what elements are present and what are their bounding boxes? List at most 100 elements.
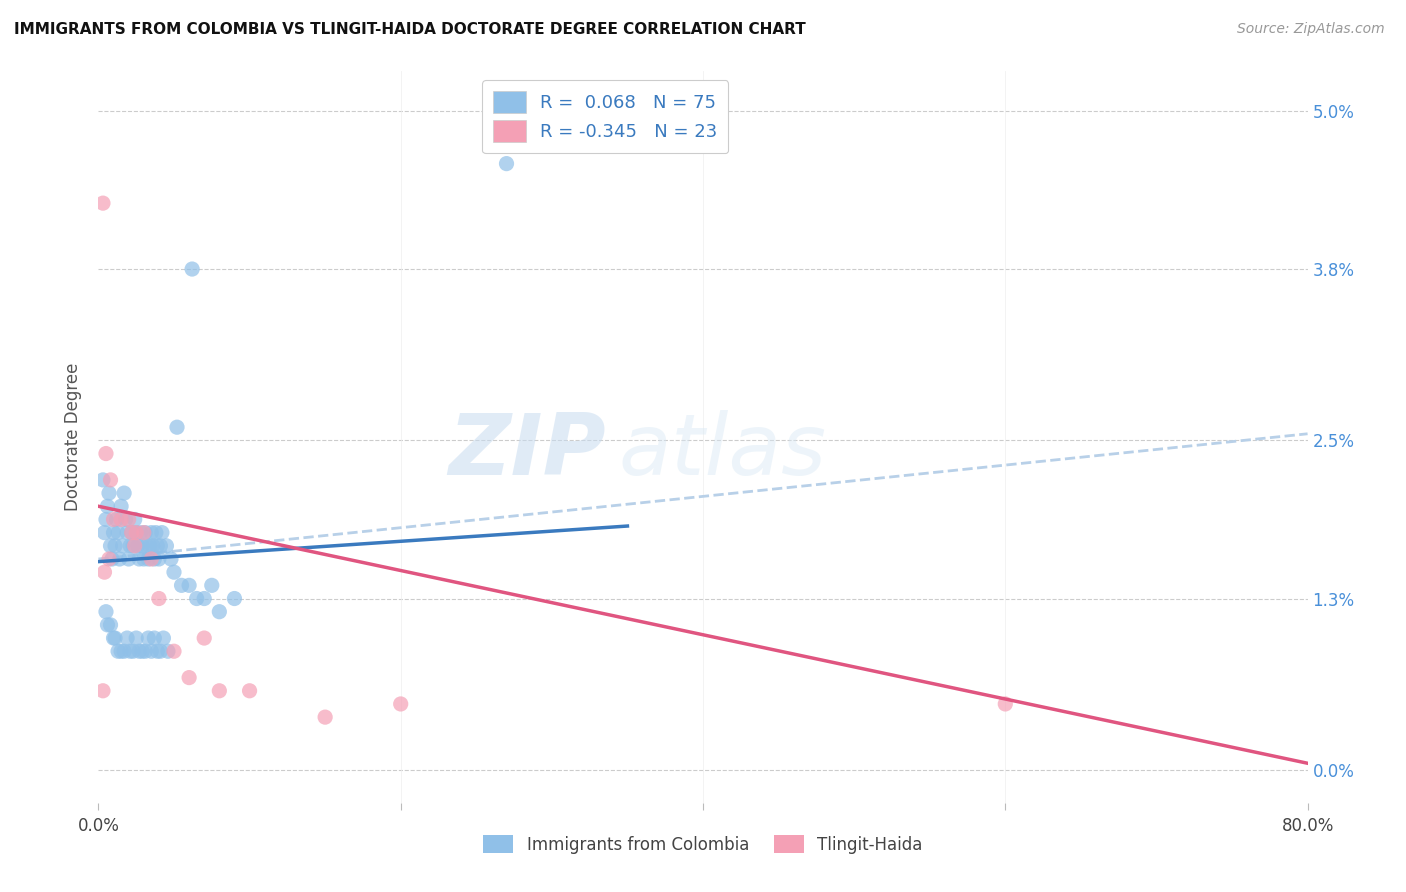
- Y-axis label: Doctorate Degree: Doctorate Degree: [65, 363, 83, 511]
- Point: [110, 512, 132, 526]
- Point: [105, 512, 128, 526]
- Point: [148, 591, 170, 606]
- Point: [96, 500, 118, 514]
- Point: [148, 552, 170, 566]
- Point: [115, 525, 138, 540]
- Point: [103, 512, 125, 526]
- Point: [132, 525, 155, 540]
- Point: [142, 539, 165, 553]
- Point: [112, 486, 135, 500]
- Point: [139, 539, 162, 553]
- Point: [314, 710, 336, 724]
- Point: [93, 525, 115, 540]
- Point: [136, 631, 159, 645]
- Point: [224, 591, 246, 606]
- Point: [131, 644, 153, 658]
- Point: [994, 697, 1017, 711]
- Point: [239, 683, 262, 698]
- Point: [156, 644, 179, 658]
- Point: [115, 631, 138, 645]
- Point: [91, 683, 114, 698]
- Point: [146, 644, 169, 658]
- Point: [128, 552, 150, 566]
- Point: [100, 473, 122, 487]
- Point: [131, 539, 153, 553]
- Point: [389, 697, 412, 711]
- Point: [179, 671, 201, 685]
- Point: [134, 525, 156, 540]
- Point: [125, 525, 148, 540]
- Point: [170, 578, 193, 592]
- Point: [107, 644, 129, 658]
- Point: [96, 618, 118, 632]
- Point: [94, 605, 117, 619]
- Point: [100, 539, 122, 553]
- Text: atlas: atlas: [619, 410, 827, 493]
- Point: [107, 525, 129, 540]
- Legend: Immigrants from Colombia, Tlingit-Haida: Immigrants from Colombia, Tlingit-Haida: [477, 829, 929, 860]
- Point: [120, 644, 142, 658]
- Point: [193, 631, 215, 645]
- Point: [111, 539, 134, 553]
- Point: [128, 644, 150, 658]
- Point: [94, 446, 117, 460]
- Point: [118, 512, 141, 526]
- Point: [163, 644, 186, 658]
- Point: [129, 525, 152, 540]
- Point: [112, 644, 135, 658]
- Point: [91, 473, 114, 487]
- Point: [181, 262, 204, 277]
- Point: [141, 525, 163, 540]
- Point: [103, 631, 125, 645]
- Point: [201, 578, 224, 592]
- Text: IMMIGRANTS FROM COLOMBIA VS TLINGIT-HAIDA DOCTORATE DEGREE CORRELATION CHART: IMMIGRANTS FROM COLOMBIA VS TLINGIT-HAID…: [14, 22, 806, 37]
- Point: [146, 539, 169, 553]
- Point: [160, 552, 183, 566]
- Point: [193, 591, 215, 606]
- Point: [122, 644, 145, 658]
- Text: Source: ZipAtlas.com: Source: ZipAtlas.com: [1237, 22, 1385, 37]
- Point: [155, 539, 177, 553]
- Point: [121, 525, 143, 540]
- Point: [98, 486, 121, 500]
- Point: [94, 512, 117, 526]
- Point: [110, 500, 132, 514]
- Point: [141, 552, 163, 566]
- Point: [101, 552, 124, 566]
- Point: [110, 644, 132, 658]
- Point: [150, 525, 173, 540]
- Point: [91, 196, 114, 211]
- Point: [103, 525, 125, 540]
- Point: [104, 631, 127, 645]
- Point: [121, 525, 143, 540]
- Point: [208, 683, 231, 698]
- Text: ZIP: ZIP: [449, 410, 606, 493]
- Point: [149, 539, 172, 553]
- Point: [114, 512, 136, 526]
- Point: [208, 605, 231, 619]
- Point: [143, 552, 166, 566]
- Point: [143, 631, 166, 645]
- Point: [186, 591, 208, 606]
- Point: [108, 552, 131, 566]
- Point: [127, 539, 149, 553]
- Point: [125, 525, 148, 540]
- Point: [141, 644, 163, 658]
- Point: [124, 539, 146, 553]
- Point: [134, 644, 156, 658]
- Point: [93, 565, 115, 579]
- Point: [100, 618, 122, 632]
- Point: [166, 420, 188, 434]
- Point: [152, 631, 174, 645]
- Point: [122, 539, 145, 553]
- Point: [145, 525, 167, 540]
- Point: [124, 512, 146, 526]
- Point: [149, 644, 172, 658]
- Point: [104, 539, 127, 553]
- Point: [120, 539, 142, 553]
- Point: [125, 631, 148, 645]
- Point: [179, 578, 201, 592]
- Point: [163, 565, 186, 579]
- Point: [118, 552, 141, 566]
- Point: [136, 552, 159, 566]
